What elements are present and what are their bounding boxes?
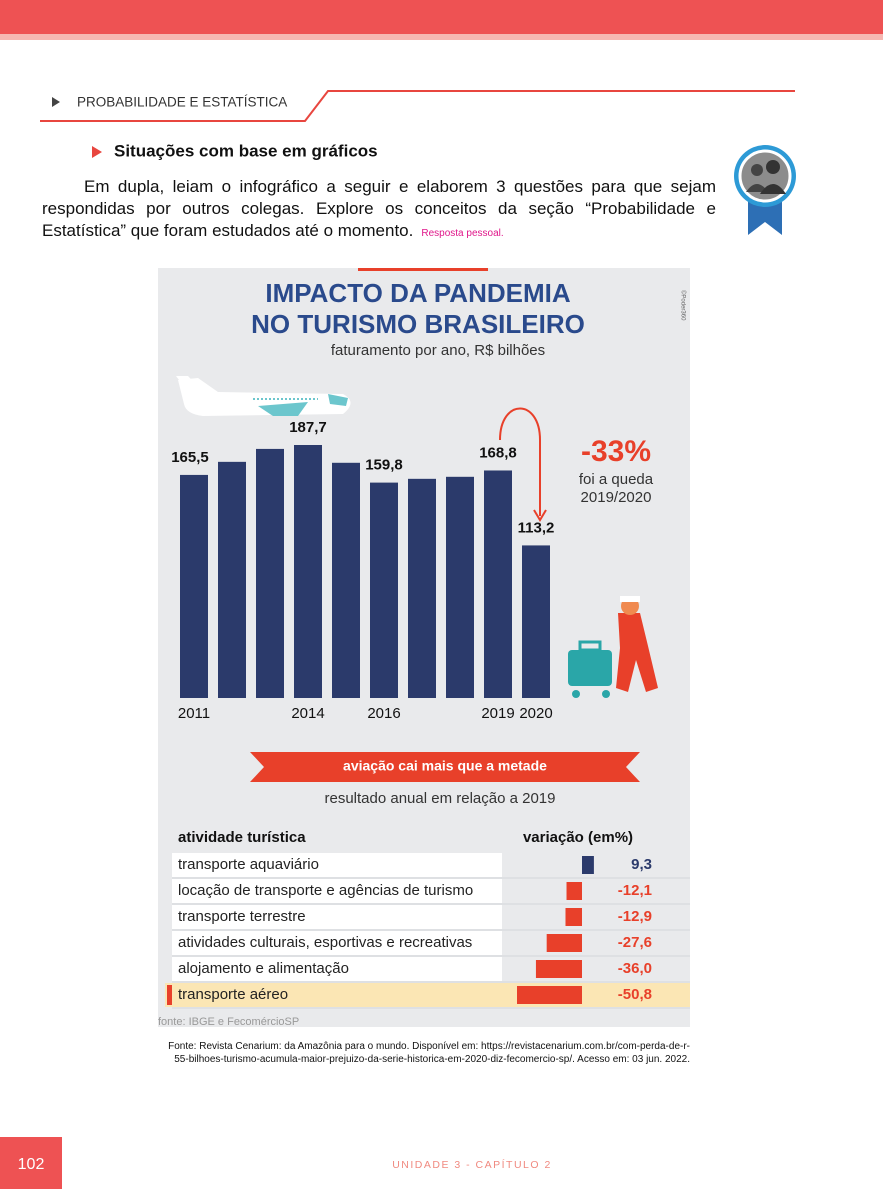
header-rule: [40, 90, 795, 122]
variation-label: -12,9: [618, 908, 652, 925]
variation-label: 9,3: [631, 856, 652, 873]
bar: [522, 545, 550, 698]
bar-value-label: 187,7: [289, 419, 327, 436]
row-label: atividades culturais, esportivas e recre…: [178, 934, 472, 951]
banner: [250, 752, 640, 782]
subsection-arrow: [92, 146, 102, 158]
drop-arrow: [499, 407, 547, 522]
credit: ©Poder360: [679, 290, 686, 321]
bar: [332, 462, 360, 698]
row-label: transporte aquaviário: [178, 856, 319, 873]
variation-bar: [535, 960, 582, 978]
top-band-light: [0, 34, 883, 40]
variation-bar: [517, 986, 582, 1004]
title-line1: IMPACTO DA PANDEMIA: [265, 278, 570, 308]
pair-badge: [734, 145, 796, 235]
page-number: 102: [18, 1156, 45, 1173]
x-tick-label: 2011: [178, 705, 210, 722]
variation-bar: [582, 856, 594, 874]
bar-value-label: 113,2: [518, 519, 555, 536]
row-bg: [172, 931, 502, 955]
bar: [294, 445, 322, 698]
bar-value-label: 159,8: [365, 457, 403, 474]
banner-text: aviação cai mais que a metade: [343, 758, 547, 774]
footnote: fonte: IBGE e FecomércioSP: [158, 1016, 299, 1027]
top-band: [0, 0, 883, 34]
bar: [218, 461, 246, 698]
drop-note-2: 2019/2020: [581, 489, 652, 506]
row-bg: [172, 879, 502, 903]
bar: [256, 448, 284, 698]
airplane-icon: [176, 376, 351, 416]
title-rule: [358, 268, 488, 271]
title-line2: NO TURISMO BRASILEIRO: [251, 309, 585, 339]
bar: [370, 482, 398, 698]
drop-value: -33%: [581, 435, 651, 468]
bar: [408, 478, 436, 698]
row-label: locação de transporte e agências de turi…: [178, 882, 473, 899]
variation-label: -27,6: [618, 934, 652, 951]
x-tick-label: 2020: [519, 705, 552, 722]
header-arrow: [52, 97, 60, 107]
bar-value-label: 168,8: [479, 444, 517, 461]
row-bg: [172, 853, 502, 877]
subtitle: faturamento por ano, R$ bilhões: [331, 342, 545, 359]
subsection-title: Situações com base em gráficos: [114, 141, 378, 160]
page-number-box: [0, 1137, 62, 1189]
col-activity: atividade turística: [178, 829, 306, 846]
variation-bar: [566, 882, 582, 900]
bar: [446, 476, 474, 698]
bar: [180, 474, 208, 698]
banner-subtitle: resultado anual em relação a 2019: [325, 790, 556, 807]
row-label: alojamento e alimentação: [178, 960, 349, 977]
variation-label: -50,8: [618, 986, 652, 1003]
footer-unit: UNIDADE 3 - CAPÍTULO 2: [392, 1158, 552, 1171]
row-bg: [172, 957, 502, 981]
paragraph: Em dupla, leiam o infográfico a seguir e…: [42, 176, 716, 245]
row-label: transporte aéreo: [178, 986, 288, 1003]
bar-value-label: 165,5: [171, 449, 209, 466]
col-variation: variação (em%): [523, 829, 633, 846]
x-tick-label: 2014: [291, 705, 324, 722]
x-tick-label: 2016: [367, 705, 400, 722]
header-section: PROBABILIDADE E ESTATÍSTICA: [77, 95, 287, 110]
x-tick-label: 2019: [481, 705, 514, 722]
answer-note: Resposta pessoal.: [421, 228, 504, 239]
row-bg: [172, 905, 502, 929]
variation-bar: [565, 908, 582, 926]
traveler-icon: [568, 596, 658, 698]
highlight-row: [165, 983, 690, 1007]
infographic: ©Poder360 IMPACTO DA PANDEMIA NO TURISMO…: [158, 268, 690, 1027]
variation-label: -12,1: [618, 882, 652, 899]
variation-bar: [546, 934, 582, 952]
source: Fonte: Revista Cenarium: da Amazônia par…: [168, 1041, 690, 1065]
bar: [484, 470, 512, 698]
paragraph-text: Em dupla, leiam o infográfico a seguir e…: [42, 177, 716, 240]
drop-note-1: foi a queda: [579, 471, 654, 488]
variation-label: -36,0: [618, 960, 652, 977]
row-label: transporte terrestre: [178, 908, 306, 925]
highlight-marker: [167, 985, 172, 1005]
